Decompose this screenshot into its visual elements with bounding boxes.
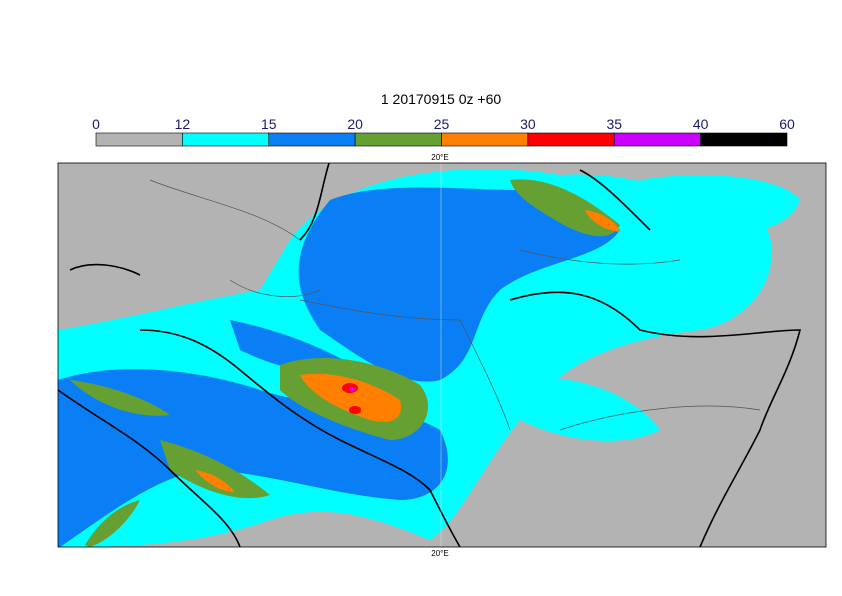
title: 1 20170915 0z +60 [381,91,501,107]
map [58,163,826,547]
lon-label: 20°E [431,153,448,162]
colorbar-label: 35 [606,116,622,132]
colorbar-segment [95,132,183,147]
colorbar-segment [441,132,529,147]
colorbar-label: 30 [520,116,536,132]
precip-red [342,383,361,414]
precip-orange [195,210,620,492]
colorbar-label: 0 [92,116,100,132]
colorbar-label: 15 [261,116,277,132]
colorbar-label: 25 [434,116,450,132]
colorbar-label: 40 [693,116,709,132]
map-frame [57,162,827,548]
lon-label: 20°E [431,549,448,558]
colorbar: 0 12 15 20 25 30 35 40 60 [92,116,795,147]
colorbar-segment [527,132,615,147]
colorbar-segment [700,132,788,147]
colorbar-label: 60 [779,116,795,132]
colorbar-segment [182,132,270,147]
colorbar-segment [268,132,356,147]
borders [149,179,761,431]
coastlines [58,163,802,547]
colorbar-segment [354,132,442,147]
precip-magenta [349,387,355,391]
colorbar-segment [613,132,701,147]
colorbar-label: 12 [175,116,191,132]
colorbar-label: 20 [347,116,363,132]
